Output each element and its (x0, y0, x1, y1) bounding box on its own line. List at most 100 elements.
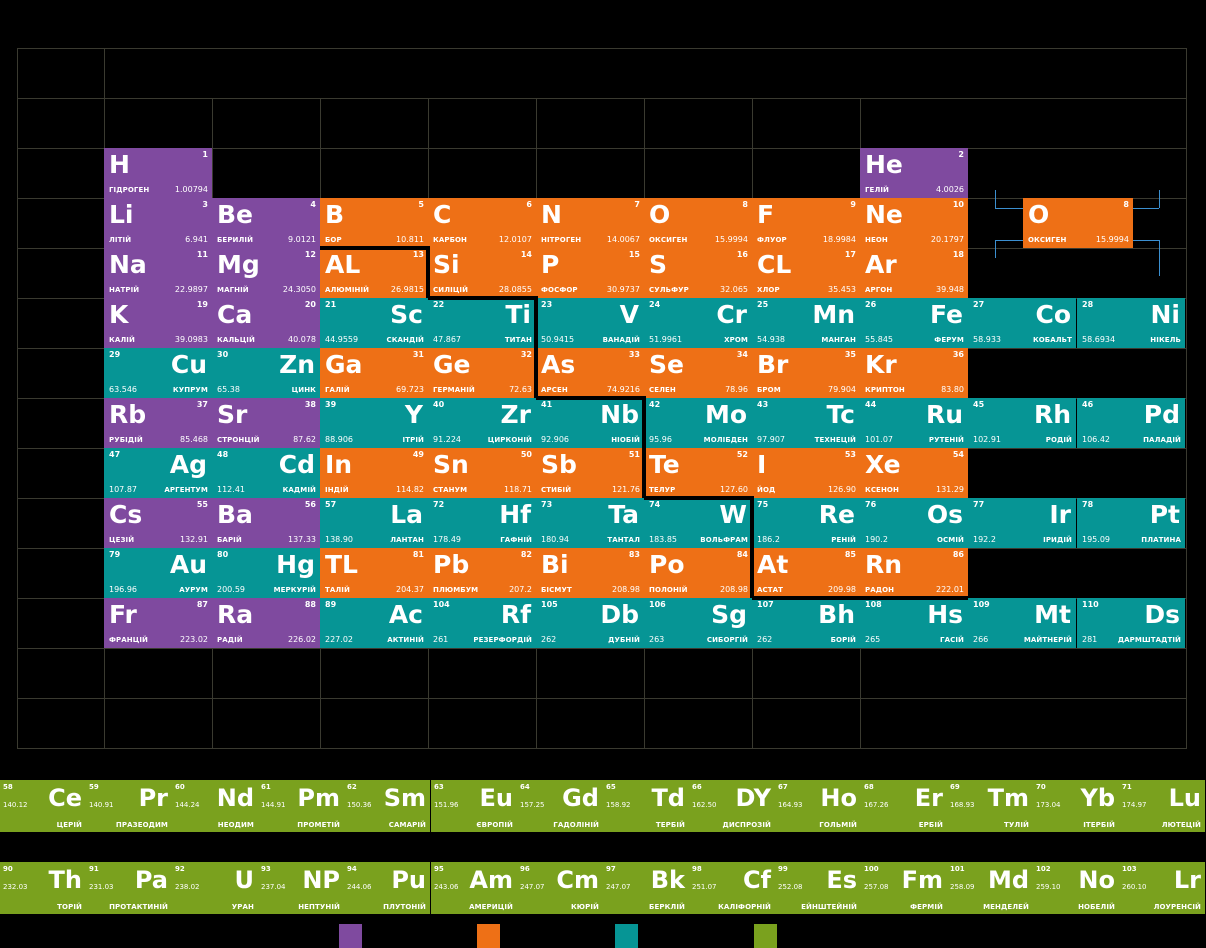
element-tile-tl[interactable]: TL 81 ТАЛІЙ 204.37 (320, 548, 428, 598)
element-tile-er[interactable]: Er 68 ЕРБІЙ 167.26 (861, 780, 947, 832)
element-tile-ni[interactable]: Ni 28 НІКЕЛЬ 58.6934 (1077, 298, 1185, 348)
element-tile-co[interactable]: Co 27 КОБАЛЬТ 58.933 (968, 298, 1076, 348)
element-tile-ag[interactable]: Ag 47 АРГЕНТУМ 107.87 (104, 448, 212, 498)
element-tile-cf[interactable]: Cf 98 КАЛІФОРНІЙ 251.07 (689, 862, 775, 914)
element-tile-nd[interactable]: Nd 60 НЕОДИМ 144.24 (172, 780, 258, 832)
element-tile-pb[interactable]: Pb 82 ПЛЮМБУМ 207.2 (428, 548, 536, 598)
element-tile-md[interactable]: Md 101 МЕНДЕЛЕЙ 258.09 (947, 862, 1033, 914)
element-tile-hf[interactable]: Hf 72 ГАФНІЙ 178.49 (428, 498, 536, 548)
element-tile-ba[interactable]: Ba 56 БАРІЙ 137.33 (212, 498, 320, 548)
element-tile-o[interactable]: O 8 ОКСИГЕН 15.9994 (644, 198, 752, 248)
element-tile-br[interactable]: Br 35 БРОМ 79.904 (752, 348, 860, 398)
element-tile-o[interactable]: O 8 ОКСИГЕН 15.9994 (1023, 198, 1133, 248)
element-tile-es[interactable]: Es 99 ЕЙНШТЕЙНІЙ 252.08 (775, 862, 861, 914)
element-tile-s[interactable]: S 16 СУЛЬФУР 32.065 (644, 248, 752, 298)
element-tile-yb[interactable]: Yb 70 ІТЕРБІЙ 173.04 (1033, 780, 1119, 832)
element-tile-sm[interactable]: Sm 62 САМАРІЙ 150.36 (344, 780, 430, 832)
element-tile-nb[interactable]: Nb 41 НІОБІЙ 92.906 (536, 398, 644, 448)
element-tile-cm[interactable]: Cm 96 КЮРІЙ 247.07 (517, 862, 603, 914)
element-tile-rb[interactable]: Rb 37 РУБІДІЙ 85.468 (104, 398, 212, 448)
element-tile-rf[interactable]: Rf 104 РЕЗЕРФОРДІЙ 261 (428, 598, 536, 648)
element-tile-xe[interactable]: Xe 54 КСЕНОН 131.29 (860, 448, 968, 498)
element-tile-na[interactable]: Na 11 НАТРІЙ 22.9897 (104, 248, 212, 298)
element-tile-td[interactable]: Td 65 ТЕРБІЙ 158.92 (603, 780, 689, 832)
element-tile-po[interactable]: Po 84 ПОЛОНІЙ 208.98 (644, 548, 752, 598)
element-tile-cl[interactable]: CL 17 ХЛОР 35.453 (752, 248, 860, 298)
element-tile-ir[interactable]: Ir 77 ІРИДІЙ 192.2 (968, 498, 1076, 548)
element-tile-am[interactable]: Am 95 АМЕРИЦІЙ 243.06 (431, 862, 517, 914)
element-tile-u[interactable]: U 92 УРАН 238.02 (172, 862, 258, 914)
element-tile-lr[interactable]: Lr 103 ЛОУРЕНСІЙ 260.10 (1119, 862, 1205, 914)
element-tile-n[interactable]: N 7 НІТРОГЕН 14.0067 (536, 198, 644, 248)
element-tile-li[interactable]: Li 3 ЛІТІЙ 6.941 (104, 198, 212, 248)
element-tile-np[interactable]: NP 93 НЕПТУНІЙ 237.04 (258, 862, 344, 914)
element-tile-au[interactable]: Au 79 АУРУМ 196.96 (104, 548, 212, 598)
element-tile-hg[interactable]: Hg 80 МЕРКУРІЙ 200.59 (212, 548, 320, 598)
element-tile-ta[interactable]: Ta 73 ТАНТАЛ 180.94 (536, 498, 644, 548)
element-tile-ru[interactable]: Ru 44 РУТЕНІЙ 101.07 (860, 398, 968, 448)
element-tile-lu[interactable]: Lu 71 ЛЮТЕЦІЙ 174.97 (1119, 780, 1205, 832)
element-tile-ga[interactable]: Ga 31 ГАЛІЙ 69.723 (320, 348, 428, 398)
element-tile-pm[interactable]: Pm 61 ПРОМЕТІЙ 144.91 (258, 780, 344, 832)
element-tile-te[interactable]: Te 52 ТЕЛУР 127.60 (644, 448, 752, 498)
element-tile-sn[interactable]: Sn 50 СТАНУМ 118.71 (428, 448, 536, 498)
element-tile-b[interactable]: B 5 БОР 10.811 (320, 198, 428, 248)
element-tile-ac[interactable]: Ac 89 АКТИНІЙ 227.02 (320, 598, 428, 648)
element-tile-w[interactable]: W 74 ВОЛЬФРАМ 183.85 (644, 498, 752, 548)
element-tile-y[interactable]: Y 39 ІТРІЙ 88.906 (320, 398, 428, 448)
element-tile-sb[interactable]: Sb 51 СТИБІЙ 121.76 (536, 448, 644, 498)
element-tile-eu[interactable]: Eu 63 ЄВРОПІЙ 151.96 (431, 780, 517, 832)
element-tile-pd[interactable]: Pd 46 ПАЛАДІЙ 106.42 (1077, 398, 1185, 448)
element-tile-gd[interactable]: Gd 64 ГАДОЛІНІЙ 157.25 (517, 780, 603, 832)
element-tile-si[interactable]: Si 14 СИЛІЦІЙ 28.0855 (428, 248, 536, 298)
element-tile-al[interactable]: AL 13 АЛЮМІНІЙ 26.9815 (320, 248, 428, 298)
element-tile-ra[interactable]: Ra 88 РАДІЙ 226.02 (212, 598, 320, 648)
element-tile-db[interactable]: Db 105 ДУБНІЙ 262 (536, 598, 644, 648)
element-tile-cs[interactable]: Cs 55 ЦЕЗІЙ 132.91 (104, 498, 212, 548)
element-tile-th[interactable]: Th 90 ТОРІЙ 232.03 (0, 862, 86, 914)
element-tile-pa[interactable]: Pa 91 ПРОТАКТИНІЙ 231.03 (86, 862, 172, 914)
element-tile-at[interactable]: At 85 АСТАТ 209.98 (752, 548, 860, 598)
element-tile-pt[interactable]: Pt 78 ПЛАТИНА 195.09 (1077, 498, 1185, 548)
element-tile-as[interactable]: As 33 АРСЕН 74.9216 (536, 348, 644, 398)
element-tile-h[interactable]: H 1 ГІДРОГЕН 1.00794 (104, 148, 212, 198)
element-tile-re[interactable]: Re 75 РЕНІЙ 186.2 (752, 498, 860, 548)
element-tile-tm[interactable]: Tm 69 ТУЛІЙ 168.93 (947, 780, 1033, 832)
element-tile-ne[interactable]: Ne 10 НЕОН 20.1797 (860, 198, 968, 248)
element-tile-ge[interactable]: Ge 32 ГЕРМАНІЙ 72.63 (428, 348, 536, 398)
element-tile-no[interactable]: No 102 НОБЕЛІЙ 259.10 (1033, 862, 1119, 914)
element-tile-ti[interactable]: Ti 22 ТИТАН 47.867 (428, 298, 536, 348)
element-tile-be[interactable]: Be 4 БЕРИЛІЙ 9.0121 (212, 198, 320, 248)
element-tile-mo[interactable]: Mo 42 МОЛІБДЕН 95.96 (644, 398, 752, 448)
element-tile-fe[interactable]: Fe 26 ФЕРУМ 55.845 (860, 298, 968, 348)
element-tile-ar[interactable]: Ar 18 АРГОН 39.948 (860, 248, 968, 298)
element-tile-f[interactable]: F 9 ФЛУОР 18.9984 (752, 198, 860, 248)
element-tile-mg[interactable]: Mg 12 МАГНІЙ 24.3050 (212, 248, 320, 298)
element-tile-ca[interactable]: Ca 20 КАЛЬЦІЙ 40.078 (212, 298, 320, 348)
element-tile-p[interactable]: P 15 ФОСФОР 30.9737 (536, 248, 644, 298)
element-tile-i[interactable]: I 53 ЙОД 126.90 (752, 448, 860, 498)
element-tile-sr[interactable]: Sr 38 СТРОНЦІЙ 87.62 (212, 398, 320, 448)
element-tile-pr[interactable]: Pr 59 ПРАЗЕОДИМ 140.91 (86, 780, 172, 832)
element-tile-kr[interactable]: Kr 36 КРИПТОН 83.80 (860, 348, 968, 398)
element-tile-fr[interactable]: Fr 87 ФРАНЦІЙ 223.02 (104, 598, 212, 648)
element-tile-he[interactable]: He 2 ГЕЛІЙ 4.0026 (860, 148, 968, 198)
element-tile-in[interactable]: In 49 ІНДІЙ 114.82 (320, 448, 428, 498)
element-tile-rh[interactable]: Rh 45 РОДІЙ 102.91 (968, 398, 1076, 448)
element-tile-se[interactable]: Se 34 СЕЛЕН 78.96 (644, 348, 752, 398)
element-tile-rn[interactable]: Rn 86 РАДОН 222.01 (860, 548, 968, 598)
element-tile-sc[interactable]: Sc 21 СКАНДІЙ 44.9559 (320, 298, 428, 348)
element-tile-cd[interactable]: Cd 48 КАДМІЙ 112.41 (212, 448, 320, 498)
element-tile-c[interactable]: C 6 КАРБОН 12.0107 (428, 198, 536, 248)
element-tile-fm[interactable]: Fm 100 ФЕРМІЙ 257.08 (861, 862, 947, 914)
element-tile-bh[interactable]: Bh 107 БОРІЙ 262 (752, 598, 860, 648)
element-tile-ds[interactable]: Ds 110 ДАРМШТАДТІЙ 281 (1077, 598, 1185, 648)
element-tile-sg[interactable]: Sg 106 СИБОРГІЙ 263 (644, 598, 752, 648)
element-tile-mn[interactable]: Mn 25 МАНГАН 54.938 (752, 298, 860, 348)
element-tile-la[interactable]: La 57 ЛАНТАН 138.90 (320, 498, 428, 548)
element-tile-hs[interactable]: Hs 108 ГАСІЙ 265 (860, 598, 968, 648)
element-tile-ce[interactable]: Ce 58 ЦЕРІЙ 140.12 (0, 780, 86, 832)
element-tile-v[interactable]: V 23 ВАНАДІЙ 50.9415 (536, 298, 644, 348)
element-tile-ho[interactable]: Ho 67 ГОЛЬМІЙ 164.93 (775, 780, 861, 832)
element-tile-bk[interactable]: Bk 97 БЕРКЛІЙ 247.07 (603, 862, 689, 914)
